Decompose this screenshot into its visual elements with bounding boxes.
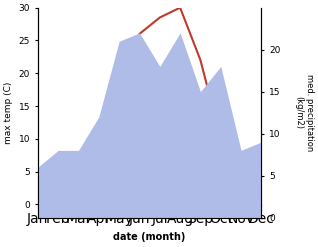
Y-axis label: med. precipitation
(kg/m2): med. precipitation (kg/m2) bbox=[294, 74, 314, 151]
X-axis label: date (month): date (month) bbox=[114, 232, 186, 242]
Y-axis label: max temp (C): max temp (C) bbox=[4, 82, 13, 144]
